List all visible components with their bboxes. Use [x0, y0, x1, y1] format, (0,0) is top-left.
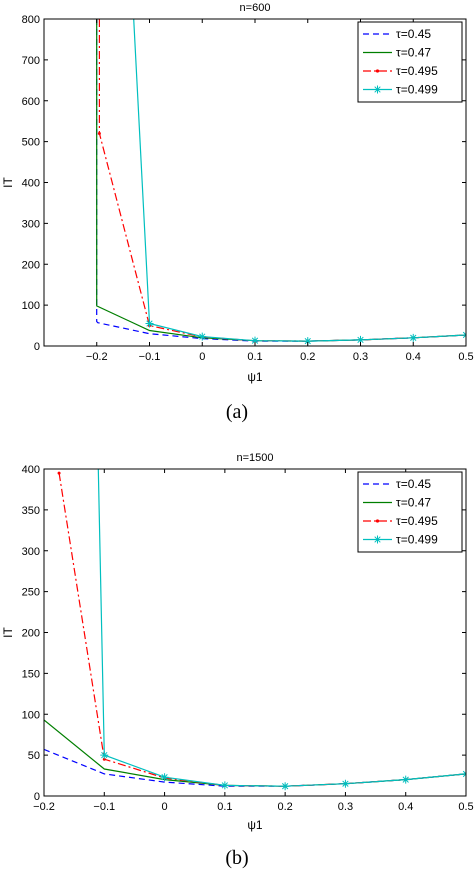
- series-line-1: [44, 748, 466, 787]
- plot-area: [44, 469, 466, 791]
- plot-area: [96, 19, 466, 346]
- y-tick-label: 350: [22, 505, 40, 517]
- legend-marker: [375, 69, 380, 73]
- x-tick-label: 0.1: [247, 351, 262, 363]
- series-point: [251, 336, 259, 345]
- series-point: [401, 775, 410, 784]
- legend: τ=0.45 τ=0.47 τ=0.495 τ=0.499: [357, 471, 463, 553]
- y-tick-label: 300: [22, 546, 40, 558]
- legend-marker: [375, 519, 380, 523]
- x-tick-label: 0.4: [398, 801, 413, 813]
- figure-caption: (a): [226, 401, 248, 423]
- legend-label: τ=0.495: [396, 64, 438, 78]
- x-tick-label: 0.2: [277, 801, 292, 813]
- x-axis-label: ψ1: [247, 370, 263, 384]
- series-point: [145, 319, 154, 328]
- x-tick-label: 0.5: [458, 351, 473, 363]
- y-tick-label: 600: [22, 96, 40, 108]
- x-tick-label: 0.2: [300, 351, 315, 363]
- y-tick-label: 150: [22, 668, 40, 680]
- y-tick-label: 100: [22, 709, 40, 721]
- series-line-4: [97, 469, 466, 787]
- x-tick-label: −0.1: [93, 801, 115, 813]
- y-tick-label: 100: [22, 300, 40, 312]
- y-axis-label: IT: [1, 627, 15, 638]
- y-tick-label: 250: [22, 587, 40, 599]
- y-tick-label: 200: [22, 259, 40, 271]
- legend-label: τ=0.499: [396, 533, 438, 547]
- figure-caption: (b): [225, 847, 248, 869]
- legend-box: [357, 21, 463, 103]
- legend: τ=0.45 τ=0.47 τ=0.495 τ=0.499: [357, 21, 463, 103]
- chart-a: n=600 −0.2 −0.1 0 0.1 0.2 0.3 0.4 0.5 0 100 200 300 4…: [1, 2, 474, 423]
- series-line-4: [133, 19, 466, 342]
- legend-marker: [373, 535, 382, 544]
- series-point: [198, 332, 207, 341]
- series-point: [303, 337, 312, 346]
- legend-label: τ=0.45: [396, 27, 431, 41]
- y-axis-label: IT: [1, 177, 15, 188]
- series-point: [97, 131, 101, 135]
- x-tick-label: 0.3: [338, 801, 353, 813]
- y-tick-label: 400: [22, 464, 40, 476]
- legend-label: τ=0.499: [396, 83, 438, 97]
- series-point: [356, 335, 365, 344]
- chart-title: n=600: [240, 2, 271, 14]
- y-tick-label: 50: [28, 750, 40, 762]
- y-tick-label: 0: [34, 341, 40, 353]
- series-point: [160, 773, 169, 782]
- x-tick-label: 0.4: [406, 351, 421, 363]
- y-tick-label: 500: [22, 137, 40, 149]
- x-tick-label: −0.2: [33, 801, 55, 813]
- series-point: [220, 781, 229, 790]
- y-tick-label: 400: [22, 178, 40, 190]
- series-point: [57, 471, 61, 475]
- series-point: [102, 757, 106, 761]
- chart-title: n=1500: [236, 452, 273, 464]
- legend-label: τ=0.47: [396, 496, 431, 510]
- x-axis-label: ψ1: [247, 818, 263, 832]
- x-tick-label: 0.1: [217, 801, 232, 813]
- x-tick-label: 0.5: [458, 801, 473, 813]
- y-tick-label: 0: [34, 791, 40, 803]
- legend-label: τ=0.495: [396, 514, 438, 528]
- series-point: [100, 751, 109, 760]
- legend-label: τ=0.45: [396, 477, 431, 491]
- chart-b: n=1500 −0.2 −0.1 0 0.1 0.2 0.3 0.4 0.5 0 50 100 150 2…: [1, 452, 474, 869]
- x-tick-label: −0.2: [86, 351, 108, 363]
- legend-marker: [373, 85, 382, 94]
- series-point: [341, 779, 350, 788]
- y-tick-label: 200: [22, 628, 40, 640]
- series-point: [409, 333, 418, 342]
- legend-label: τ=0.47: [396, 46, 431, 60]
- y-tick-label: 800: [22, 14, 40, 26]
- y-tick-label: 300: [22, 218, 40, 230]
- legend-box: [357, 471, 463, 553]
- series-line-2: [44, 719, 466, 787]
- x-tick-label: 0.3: [353, 351, 368, 363]
- x-tick-label: −0.1: [139, 351, 161, 363]
- series-point: [281, 782, 290, 791]
- x-tick-label: 0: [162, 801, 168, 813]
- x-tick-label: 0: [199, 351, 205, 363]
- y-tick-label: 700: [22, 55, 40, 67]
